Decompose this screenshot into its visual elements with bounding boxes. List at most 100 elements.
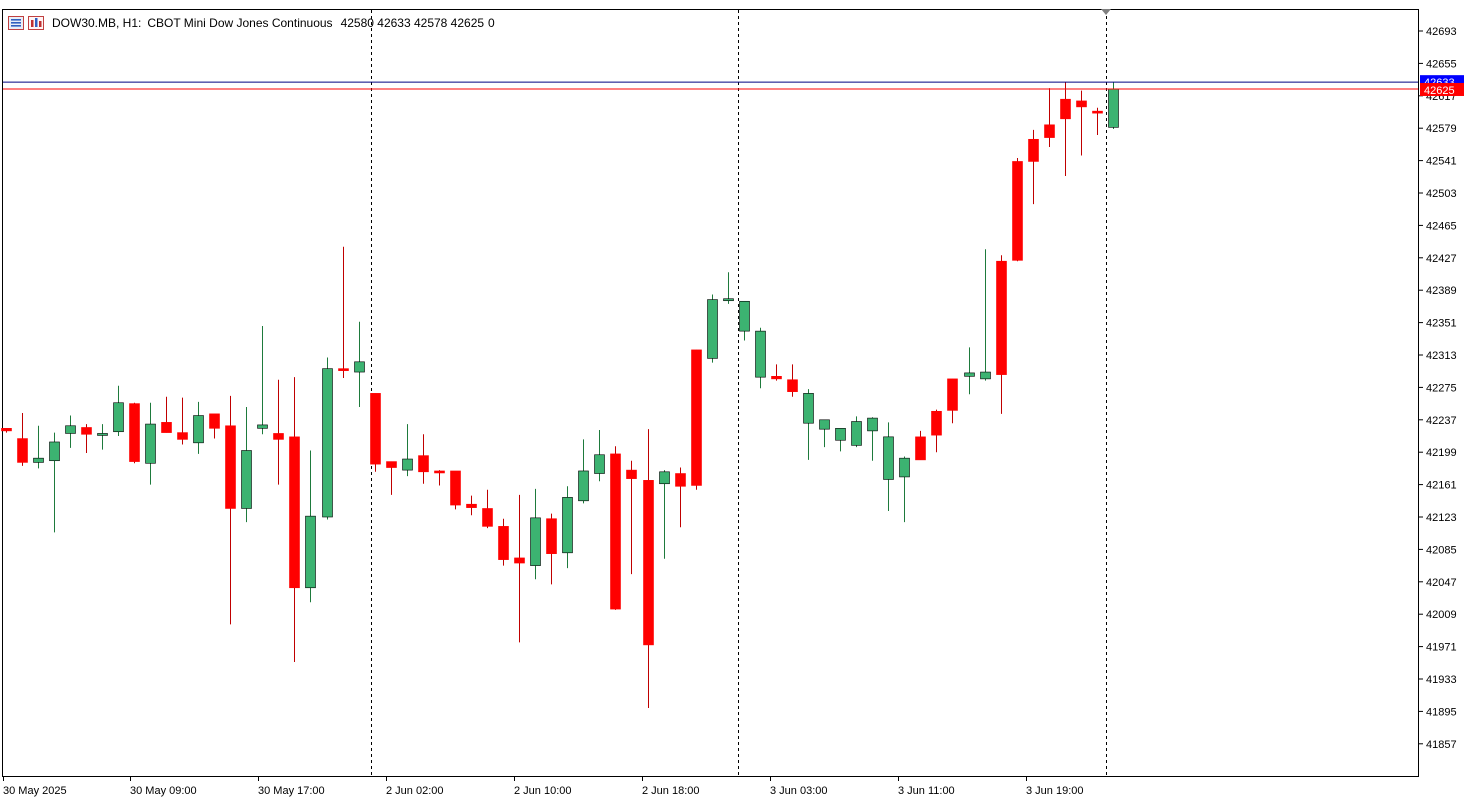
candle: [514, 494, 525, 643]
candle-body: [273, 433, 284, 440]
price-axis-label: 42009: [1426, 609, 1457, 621]
candle: [947, 378, 958, 424]
candle-body: [65, 425, 76, 434]
candle: [113, 385, 124, 436]
candle: [370, 393, 381, 472]
candle-body: [466, 503, 477, 508]
candle-body: [546, 518, 557, 554]
candle-body: [354, 361, 365, 373]
price-axis-label: 42237: [1426, 415, 1457, 427]
chart-settings-icon[interactable]: [28, 16, 44, 30]
candle-body: [177, 432, 188, 440]
candle: [498, 518, 509, 566]
plot-area-frame: [2, 9, 1419, 777]
candle: [305, 450, 316, 603]
candle: [755, 327, 766, 389]
candle: [1012, 158, 1023, 262]
price-axis-label: 42541: [1426, 156, 1457, 168]
candle-body: [450, 470, 461, 506]
candle-body: [851, 421, 862, 446]
candle: [338, 246, 349, 379]
candle: [145, 402, 156, 485]
candle-body: [193, 415, 204, 444]
candle: [482, 489, 493, 529]
candle-body: [883, 436, 894, 480]
candle-body: [241, 450, 252, 509]
price-axis-label: 42465: [1426, 220, 1457, 232]
candle: [867, 417, 878, 461]
price-axis-label: 41857: [1426, 739, 1457, 751]
candle-body: [610, 453, 621, 610]
candle: [65, 415, 76, 448]
candle: [225, 395, 236, 625]
time-axis-label: 3 Jun 03:00: [770, 785, 828, 797]
candle: [257, 326, 268, 435]
candle: [851, 416, 862, 448]
candle-body: [707, 299, 718, 359]
candle-body: [691, 349, 702, 486]
candle: [17, 412, 28, 466]
candle-body: [530, 517, 541, 566]
price-axis-label: 42427: [1426, 253, 1457, 265]
candle: [209, 413, 220, 439]
list-icon[interactable]: [8, 16, 24, 30]
price-axis-label: 41971: [1426, 642, 1457, 654]
candle-body: [594, 454, 605, 474]
candle-body: [17, 438, 28, 463]
candle: [386, 461, 397, 495]
candle: [193, 401, 204, 454]
candle: [659, 470, 670, 559]
candle: [691, 349, 702, 490]
chart-shift-marker-icon[interactable]: [1101, 9, 1111, 15]
candle-body: [1012, 161, 1023, 261]
candle-body: [931, 410, 942, 436]
candle-body: [1028, 138, 1039, 162]
price-axis-label: 42579: [1426, 123, 1457, 135]
candle: [739, 300, 750, 341]
time-axis-label: 3 Jun 11:00: [898, 785, 955, 797]
candle-body: [322, 368, 333, 518]
candle-body: [947, 378, 958, 411]
candle: [675, 467, 686, 528]
candle: [883, 422, 894, 512]
candle: [322, 357, 333, 520]
candle: [803, 389, 814, 460]
symbol-timeframe: DOW30.MB, H1:: [52, 16, 142, 30]
candle-body: [370, 393, 381, 465]
candle-body: [675, 473, 686, 487]
candle-body: [81, 427, 92, 435]
candle: [450, 470, 461, 510]
candle: [49, 432, 60, 533]
candle-body: [338, 368, 349, 371]
candle-body: [771, 376, 782, 380]
candle: [578, 439, 589, 504]
price-axis-label: 42085: [1426, 544, 1457, 556]
candle-body: [129, 403, 140, 462]
candle: [723, 272, 734, 304]
candle: [402, 424, 413, 477]
candle: [931, 409, 942, 453]
candle-body: [562, 497, 573, 554]
candle: [594, 430, 605, 482]
candle-body: [1, 428, 12, 432]
candle-body: [867, 417, 878, 432]
candle: [835, 428, 846, 452]
candle: [643, 429, 654, 708]
candle-body: [659, 471, 670, 485]
candle-body: [514, 557, 525, 564]
candle-body: [402, 458, 413, 471]
candle-body: [835, 428, 846, 441]
candle: [273, 379, 284, 485]
candle: [161, 396, 172, 433]
candle-body: [257, 424, 268, 429]
candle-body: [964, 372, 975, 377]
candle: [707, 294, 718, 363]
candle-body: [49, 441, 60, 462]
candle-body: [305, 515, 316, 589]
candle-body: [915, 436, 926, 461]
candle-body: [1060, 98, 1071, 120]
price-axis-label: 42275: [1426, 382, 1457, 394]
chart-header: DOW30.MB, H1: CBOT Mini Dow Jones Contin…: [8, 14, 495, 32]
